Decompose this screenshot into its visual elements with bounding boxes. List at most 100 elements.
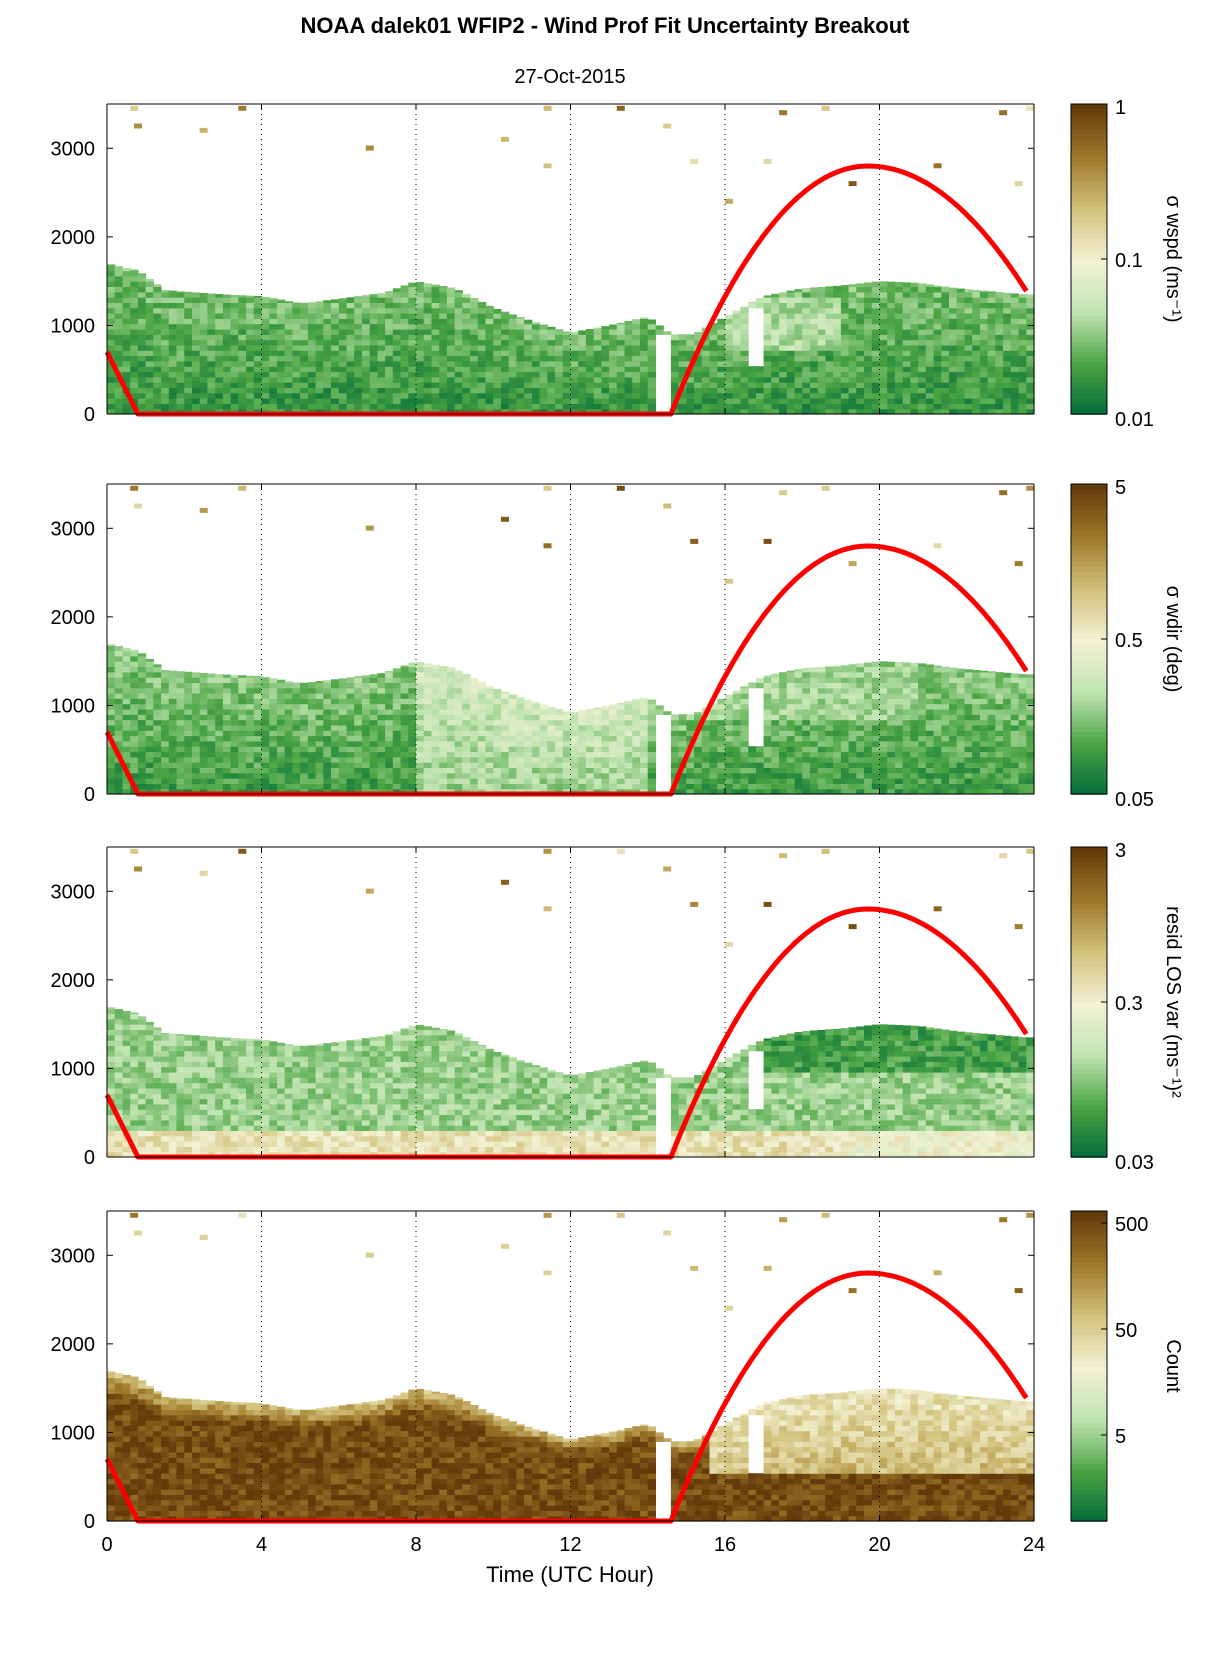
heatmap-cell xyxy=(547,382,556,388)
heatmap-cell xyxy=(601,403,610,410)
heatmap-cell xyxy=(323,714,332,721)
heatmap-cell xyxy=(215,334,224,341)
heatmap-cell xyxy=(964,297,973,303)
heatmap-cell xyxy=(207,371,216,378)
heatmap-cell xyxy=(848,682,857,689)
heatmap-cell xyxy=(215,398,224,404)
heatmap-cell xyxy=(261,677,270,683)
heatmap-cell xyxy=(215,751,224,758)
heatmap-cell xyxy=(879,703,888,710)
heatmap-cell xyxy=(601,724,610,731)
heatmap-cell xyxy=(346,323,355,330)
heatmap-cell xyxy=(331,767,340,774)
heatmap-cell xyxy=(307,740,317,747)
heatmap-cell xyxy=(246,382,255,388)
heatmap-cell xyxy=(261,746,270,753)
heatmap-cell xyxy=(292,307,301,314)
heatmap-cell xyxy=(725,398,734,404)
heatmap-cell xyxy=(539,360,548,367)
heatmap-cell xyxy=(748,382,757,388)
heatmap-cell xyxy=(647,319,656,325)
heatmap-cell xyxy=(269,682,278,689)
heatmap-cell xyxy=(215,350,224,357)
heatmap-cell xyxy=(392,360,402,367)
heatmap-cell xyxy=(910,767,919,774)
heatmap-cell xyxy=(763,687,772,694)
heatmap-cell xyxy=(130,666,139,673)
heatmap-cell xyxy=(779,772,788,779)
heatmap-cell xyxy=(377,762,386,768)
heatmap-cell xyxy=(840,730,850,737)
heatmap-cell xyxy=(771,302,780,309)
heatmap-cell xyxy=(192,672,201,678)
heatmap-cell xyxy=(331,719,340,726)
heatmap-cell xyxy=(269,323,278,330)
heatmap-cell xyxy=(894,746,904,753)
heatmap-cell xyxy=(949,382,958,388)
heatmap-cell xyxy=(802,408,811,415)
heatmap-cell xyxy=(902,788,911,795)
colorbar-segment xyxy=(1071,140,1107,147)
heatmap-cell xyxy=(979,366,989,373)
heatmap-cell xyxy=(331,693,340,699)
heatmap-cell xyxy=(292,687,301,694)
heatmap-cell xyxy=(887,318,896,325)
heatmap-cell xyxy=(779,408,788,415)
heatmap-cell xyxy=(871,703,881,710)
heatmap-cell xyxy=(462,698,471,705)
heatmap-cell xyxy=(168,682,178,689)
heatmap-cell xyxy=(315,403,324,410)
heatmap-cell xyxy=(887,302,896,309)
heatmap-cell xyxy=(810,403,819,410)
heatmap-cell xyxy=(338,783,348,790)
heatmap-cell xyxy=(864,730,873,737)
heatmap-cell xyxy=(670,772,680,779)
heatmap-cell xyxy=(987,350,996,357)
heatmap-cell xyxy=(833,719,842,726)
heatmap-cell xyxy=(601,762,610,768)
heatmap-cell xyxy=(624,323,633,330)
heatmap-cell xyxy=(524,371,533,378)
heatmap-cell xyxy=(446,313,456,319)
heatmap-cell xyxy=(199,360,208,367)
heatmap-cell xyxy=(725,334,734,341)
heatmap-cell xyxy=(168,724,178,731)
heatmap-cell xyxy=(593,751,602,758)
heatmap-cell xyxy=(354,318,363,325)
heatmap-cell xyxy=(732,323,741,330)
heatmap-cell xyxy=(346,772,355,779)
heatmap-cell xyxy=(640,317,649,319)
heatmap-cell xyxy=(817,408,826,415)
heatmap-cell xyxy=(416,403,425,410)
heatmap-cell xyxy=(508,740,517,747)
heatmap-cell xyxy=(261,682,270,689)
heatmap-cell xyxy=(300,371,309,378)
heatmap-cell xyxy=(176,751,185,758)
heatmap-cell xyxy=(840,285,850,287)
heatmap-cell xyxy=(1018,355,1027,362)
heatmap-cell xyxy=(392,703,402,710)
heatmap-cell xyxy=(400,313,409,319)
heatmap-cell xyxy=(168,307,178,314)
heatmap-cell xyxy=(277,703,286,710)
colorbar-segment xyxy=(1071,150,1107,157)
heatmap-cell xyxy=(771,772,780,779)
heatmap-cell xyxy=(192,323,201,330)
heatmap-cell xyxy=(377,751,386,758)
heatmap-cell xyxy=(114,318,123,325)
colorbar-segment xyxy=(1071,160,1107,167)
heatmap-cell xyxy=(748,302,757,303)
heatmap-cell xyxy=(647,746,656,753)
heatmap-cell xyxy=(578,778,587,784)
heatmap-cell xyxy=(446,382,456,388)
heatmap-cell xyxy=(918,302,927,309)
heatmap-cell xyxy=(508,366,517,373)
heatmap-cell xyxy=(918,772,927,779)
heatmap-cell xyxy=(887,366,896,373)
heatmap-cell xyxy=(1003,387,1012,394)
heatmap-cell xyxy=(887,387,896,394)
heatmap-cell xyxy=(570,751,579,758)
heatmap-cell xyxy=(385,344,394,351)
heatmap-cell xyxy=(516,392,525,399)
heatmap-cell xyxy=(725,709,734,715)
